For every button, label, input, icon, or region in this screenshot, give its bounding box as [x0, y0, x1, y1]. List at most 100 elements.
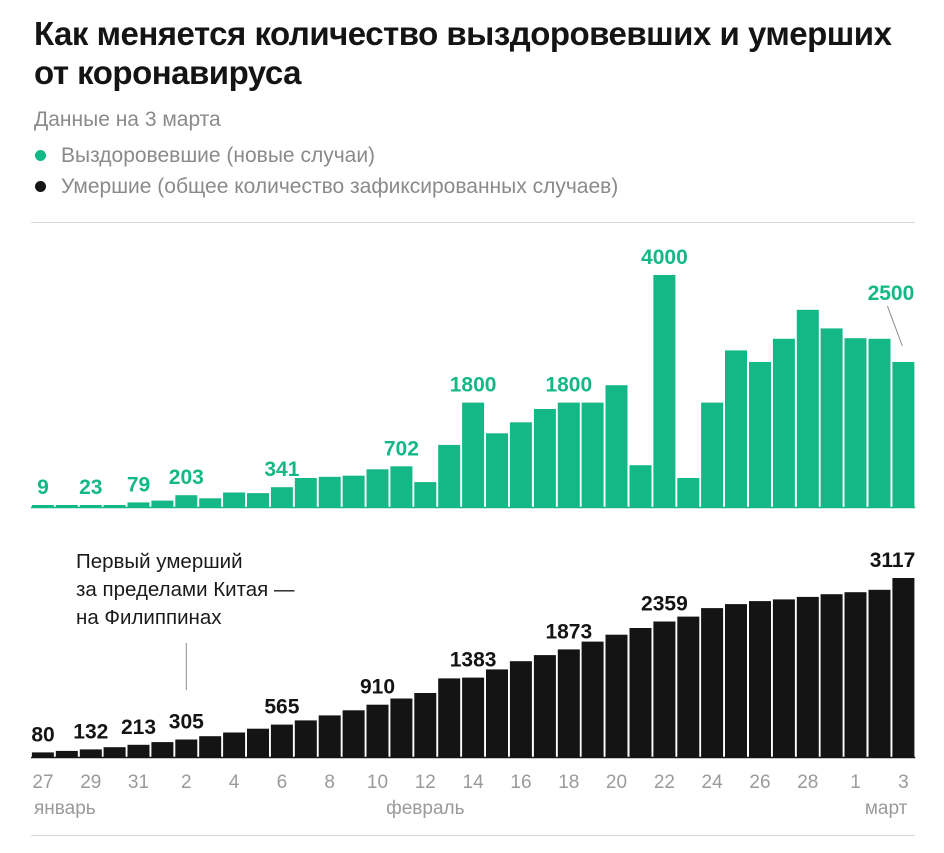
deaths-value-label: 1873 — [545, 620, 592, 643]
x-tick-label: 24 — [702, 772, 724, 793]
recovered-bar — [438, 444, 461, 507]
deaths-bar — [390, 698, 413, 757]
leader-line — [886, 305, 903, 347]
x-tick-label: 22 — [654, 772, 675, 793]
deaths-bar — [366, 704, 389, 757]
deaths-value-label: 1383 — [450, 649, 497, 672]
annotation-line: на Филиппинах — [76, 606, 222, 629]
deaths-bar — [127, 744, 150, 757]
recovered-bar — [677, 478, 700, 507]
x-tick-label: 3 — [898, 772, 909, 793]
x-tick-label: 26 — [749, 772, 770, 793]
deaths-value-label: 910 — [360, 676, 395, 699]
recovered-bar — [31, 505, 54, 507]
deaths-value-label: 3117 — [870, 549, 916, 572]
legend-label-deaths: Умершие (общее количество зафиксированны… — [61, 174, 619, 198]
recovered-bar — [533, 409, 556, 507]
deaths-bar — [892, 578, 915, 757]
recovered-bar — [103, 505, 126, 507]
x-tick-label: 6 — [277, 772, 288, 793]
recovered-bar — [749, 362, 771, 507]
deaths-bar — [509, 661, 532, 757]
recovered-value-label: 23 — [79, 476, 102, 499]
recovered-value-label: 79 — [127, 473, 150, 496]
x-tick-label: 27 — [32, 772, 53, 793]
deaths-bar — [701, 608, 724, 757]
deaths-value-label: 2359 — [641, 593, 688, 616]
deaths-bar — [103, 747, 126, 757]
bottom-divider — [31, 835, 915, 836]
recovered-bar — [653, 275, 676, 507]
recovered-bar — [223, 492, 246, 507]
legend-item-deaths: Умершие (общее количество зафиксированны… — [34, 171, 618, 202]
deaths-bar — [175, 739, 198, 757]
recovered-value-label: 2500 — [868, 282, 915, 305]
recovered-bar — [892, 362, 915, 507]
recovered-bar — [55, 505, 78, 507]
recovered-bar — [247, 493, 269, 507]
top-divider — [31, 222, 915, 223]
deaths-bar — [199, 736, 222, 757]
deaths-bar — [677, 616, 700, 757]
recovered-value-label: 702 — [384, 437, 419, 460]
deaths-bar — [294, 720, 317, 757]
x-tick-label: 28 — [797, 772, 818, 793]
recovered-value-label: 203 — [169, 466, 204, 489]
x-tick-label: 18 — [558, 772, 579, 793]
recovered-bar — [605, 385, 628, 507]
deaths-bar — [342, 710, 365, 757]
deaths-bar — [653, 621, 676, 757]
month-label: январь — [34, 798, 96, 819]
deaths-bar — [605, 634, 628, 757]
x-tick-label: 16 — [510, 772, 531, 793]
deaths-bar — [270, 724, 293, 757]
recovered-bar — [486, 433, 508, 507]
annotation-philippines: Первый умерший за пределами Китая — на Ф… — [76, 548, 294, 632]
deaths-bar — [151, 742, 174, 757]
deaths-bar — [581, 641, 604, 757]
x-tick-label: 8 — [324, 772, 335, 793]
recovered-bar — [318, 476, 341, 507]
recovered-bar — [509, 422, 532, 507]
recovered-bar — [557, 402, 580, 507]
x-tick-label: 12 — [415, 772, 436, 793]
deaths-bar — [533, 655, 556, 757]
recovered-bar — [629, 465, 652, 507]
recovered-bar — [820, 328, 843, 507]
x-tick-label: 4 — [229, 772, 240, 793]
x-tick-label: 31 — [128, 772, 149, 793]
x-tick-label: 2 — [181, 772, 192, 793]
deaths-bar — [438, 678, 461, 757]
deaths-bar — [31, 752, 54, 757]
legend-dot-recovered — [35, 150, 46, 161]
deaths-value-label: 305 — [169, 711, 204, 734]
x-tick-label: 1 — [850, 772, 861, 793]
deaths-value-label: 132 — [73, 720, 108, 743]
deaths-value-label: 565 — [264, 696, 299, 719]
recovered-bar — [270, 487, 293, 507]
deaths-bar — [772, 599, 795, 757]
deaths-bar — [247, 728, 269, 757]
deaths-bar — [223, 732, 246, 757]
x-tick-label: 29 — [80, 772, 101, 793]
legend-dot-deaths — [35, 181, 46, 192]
month-label: февраль — [386, 798, 465, 819]
deaths-bar — [844, 592, 867, 757]
recovered-bar — [414, 482, 437, 507]
deaths-bar — [796, 596, 819, 757]
recovered-bar — [581, 402, 604, 507]
legend: Выздоровевшие (новые случаи) Умершие (об… — [34, 140, 618, 202]
deaths-bar — [749, 601, 771, 757]
recovered-bar — [772, 338, 795, 507]
recovered-value-label: 1800 — [450, 374, 497, 397]
deaths-value-label: 213 — [121, 716, 156, 739]
recovered-chart: 9 23 79 203 341 702 1800 1800 4000 2500 — [31, 246, 916, 509]
recovered-bar — [390, 466, 413, 507]
recovered-bar — [342, 475, 365, 507]
chart-title: Как меняется количество выздоровевших и … — [34, 15, 892, 91]
recovered-value-label: 341 — [264, 458, 299, 481]
recovered-bar — [868, 338, 891, 507]
recovered-bar — [294, 478, 317, 507]
deaths-chart: 80 132 213 305 565 910 1383 1873 2359 3117 — [31, 549, 916, 759]
